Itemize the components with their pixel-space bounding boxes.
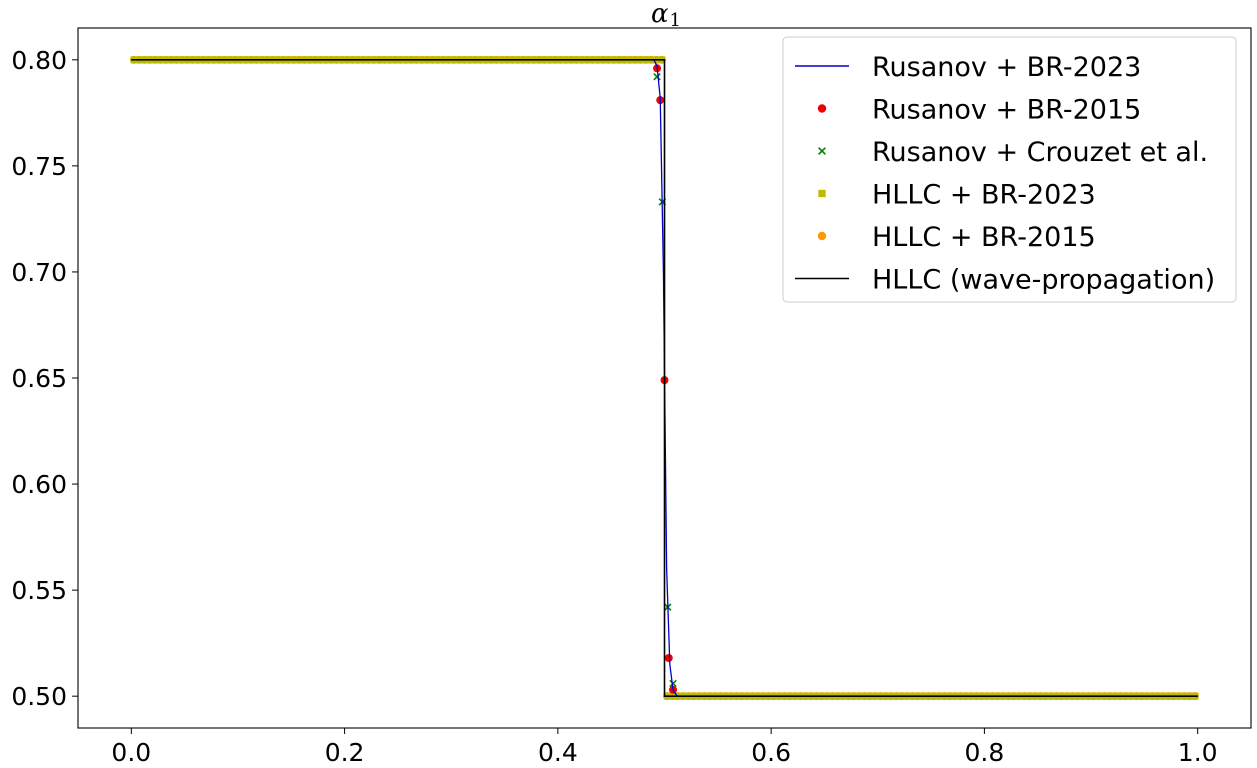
legend-label-3: HLLC + BR-2023 — [872, 180, 1096, 211]
x-tick-label-3: 0.6 — [751, 738, 791, 767]
axes: 0.0 0.2 0.4 0.6 0.8 1.0 0.50 0.55 0.60 0.65 0.70 0.… — [11, 27, 1252, 767]
chart-title: α 1 — [651, 0, 681, 31]
legend-label-4: HLLC + BR-2015 — [872, 222, 1096, 253]
series-5-line — [131, 59, 1198, 697]
plot-series — [129, 55, 1200, 701]
series-5 — [131, 59, 1198, 697]
legend-label-0: Rusanov + BR-2023 — [872, 52, 1141, 83]
x-tick-label-5: 1.0 — [1178, 738, 1218, 767]
legend-handle-1 — [817, 104, 827, 113]
legend-label-1: Rusanov + BR-2015 — [872, 95, 1141, 126]
chart-title-subscript: 1 — [670, 10, 681, 31]
legend-handle-2-stroke-b — [818, 147, 826, 155]
legend-label-2: Rusanov + Crouzet et al. — [872, 137, 1208, 168]
y-tick-label-3: 0.65 — [11, 364, 67, 393]
x-tick-label-2: 0.4 — [538, 738, 578, 767]
y-tick-label-0: 0.50 — [11, 682, 67, 711]
legend-label-5: HLLC (wave-propagation) — [872, 265, 1215, 296]
x-tick-label-0: 0.0 — [111, 738, 151, 767]
y-tick-label-5: 0.75 — [11, 152, 67, 181]
series-2-point-0 — [653, 73, 661, 81]
x-tick-label-4: 0.8 — [965, 738, 1005, 767]
chart-title-symbol: α — [651, 0, 669, 29]
legend: Rusanov + BR-2023 Rusanov + BR-2015 Rusano… — [782, 36, 1237, 303]
series-2-point-0-stroke-b — [653, 73, 661, 81]
plot-area — [129, 55, 1200, 701]
legend-handle-3 — [818, 189, 826, 198]
y-tick-label-6: 0.80 — [11, 46, 67, 75]
x-tick-label-1: 0.2 — [325, 738, 365, 767]
legend-handle-2 — [818, 147, 826, 155]
legend-box — [782, 36, 1237, 303]
y-tick-label-4: 0.70 — [11, 258, 67, 287]
series-2-point-3-stroke-b — [669, 679, 677, 688]
legend-handle-4 — [817, 231, 827, 241]
series-2-point-3 — [669, 679, 677, 688]
series-1-point-3 — [664, 654, 673, 662]
y-tick-label-1: 0.55 — [11, 576, 67, 605]
y-tick-label-2: 0.60 — [11, 470, 67, 499]
